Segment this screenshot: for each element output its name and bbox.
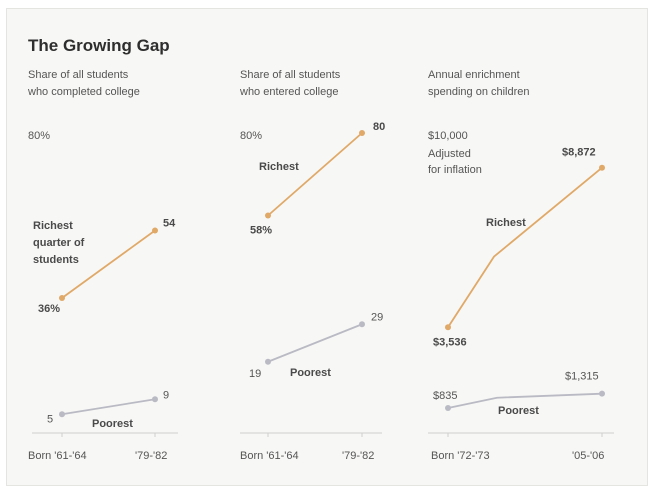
panel-2-poorest-point-1 — [265, 358, 271, 365]
panel-3-top-note: Adjusted — [428, 148, 471, 160]
panel-3-richest-value-label-1: $3,536 — [433, 336, 467, 348]
panel-3-poorest-point-1 — [445, 405, 451, 412]
panel-1-richest-series-name: quarter of — [33, 237, 85, 249]
panel-1-richest-point-2 — [152, 227, 158, 234]
panel-1-richest-series-name: students — [33, 254, 79, 266]
panel-1-richest-value-label-2: 54 — [163, 218, 176, 230]
panel-2-richest-value-label-1: 58% — [250, 225, 272, 237]
panel-2-poorest-value-label-1: 19 — [249, 368, 261, 380]
panel-2-top-label: 80% — [240, 130, 262, 142]
panel-1-poorest-value-label-1: 5 — [47, 413, 53, 425]
panel-2-richest-value-label-2: 80 — [373, 121, 385, 133]
panel-3-richest-point-2 — [599, 164, 605, 171]
panel-2-richest-point-2 — [359, 130, 365, 136]
panel-3-series-richest-line — [447, 167, 603, 328]
panel-3-subtitle: spending on children — [428, 86, 530, 98]
panel-3-top-label: $10,000 — [428, 130, 468, 142]
panel-1-richest-series-name: Richest — [33, 220, 73, 232]
panel-1-series-poorest-line — [61, 398, 156, 416]
panel-1-tick-label-1: Born '61-'64 — [28, 450, 87, 462]
panel-1-richest-point-1 — [59, 295, 65, 301]
panel-2-tick-label-1: Born '61-'64 — [240, 450, 299, 462]
panel-2-poorest-value-label-2: 29 — [371, 311, 383, 323]
panel-3-series-poorest-line — [447, 392, 603, 409]
panel-1-poorest-series-name: Poorest — [92, 418, 133, 430]
panel-3-richest-value-label-2: $8,872 — [562, 147, 596, 159]
panel-2-richest-series-name: Richest — [259, 161, 299, 173]
panel-2-poorest-point-2 — [359, 321, 365, 328]
panel-3-poorest-value-label-1: $835 — [433, 390, 457, 402]
panel-2-series-richest-line — [267, 132, 363, 217]
panel-3-tick-label-2: '05-'06 — [572, 450, 604, 462]
panel-2-series-poorest-line — [267, 323, 363, 363]
panel-3-richest-point-1 — [445, 324, 451, 331]
panel-1-tick-label-2: '79-'82 — [135, 450, 167, 462]
panel-2-subtitle: who entered college — [239, 86, 338, 98]
panel-1-series-richest-line — [61, 229, 156, 299]
panel-3-poorest-value-label-2: $1,315 — [565, 371, 599, 383]
panel-2-tick-label-2: '79-'82 — [342, 450, 374, 462]
panel-3-tick-label-1: Born '72-'73 — [431, 450, 490, 462]
panel-1-poorest-value-label-2: 9 — [163, 389, 169, 401]
panel-3-top-note: for inflation — [428, 164, 482, 176]
panel-1-poorest-point-1 — [59, 411, 65, 418]
panel-3-subtitle: Annual enrichment — [428, 69, 520, 81]
panel-1-richest-value-label-1: 36% — [38, 303, 60, 315]
panel-2-subtitle: Share of all students — [240, 69, 341, 81]
panel-1-subtitle: Share of all students — [28, 69, 129, 81]
panel-2-poorest-series-name: Poorest — [290, 367, 331, 379]
chart-title: The Growing Gap — [28, 36, 170, 55]
panel-1-top-label: 80% — [28, 130, 50, 142]
panel-1-subtitle: who completed college — [27, 86, 140, 98]
panel-3-poorest-series-name: Poorest — [498, 405, 539, 417]
panel-3-richest-series-name: Richest — [486, 217, 526, 229]
panel-1-poorest-point-2 — [152, 396, 158, 403]
panel-3-poorest-point-2 — [599, 390, 605, 397]
panel-2-richest-point-1 — [265, 212, 271, 219]
